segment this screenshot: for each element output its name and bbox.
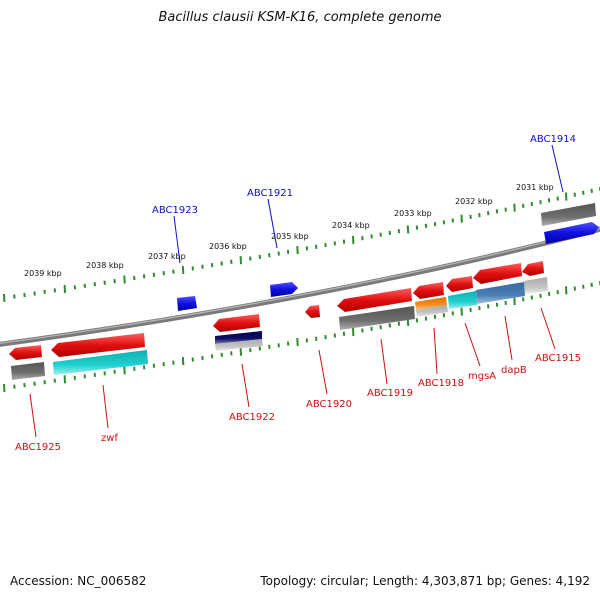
gene-dapb[interactable] [473, 263, 522, 284]
gene-zwf-cog [53, 350, 148, 375]
scale-label-2039: 2039 kbp [24, 269, 62, 278]
leader-abc1914 [551, 144, 564, 193]
scale-label-2032: 2032 kbp [455, 197, 493, 206]
label-dapb[interactable]: dapB [501, 365, 527, 376]
genome-backbone [0, 226, 600, 347]
label-abc1923[interactable]: ABC1923 [152, 205, 198, 216]
gene-abc1923[interactable] [177, 296, 197, 311]
gene-abc1919[interactable] [337, 288, 412, 312]
scale-label-2035: 2035 kbp [271, 232, 309, 241]
scale-label-2038: 2038 kbp [86, 261, 124, 270]
label-zwf[interactable]: zwf [101, 433, 118, 444]
scale-label-2033: 2033 kbp [394, 209, 432, 218]
label-abc1920[interactable]: ABC1920 [306, 399, 352, 410]
gene-abc1920[interactable] [305, 305, 320, 318]
leader-abc1923 [173, 215, 181, 264]
leader-dapb [504, 315, 513, 361]
topology-label: Topology: circular; Length: 4,303,871 bp… [260, 574, 590, 588]
leader-abc1918 [433, 327, 438, 375]
label-abc1914[interactable]: ABC1914 [530, 134, 576, 145]
map-title: Bacillus clausii KSM-K16, complete genom… [158, 10, 442, 25]
leader-abc1921 [267, 198, 278, 249]
scale-label-2036: 2036 kbp [209, 242, 247, 251]
label-abc1918[interactable]: ABC1918 [418, 378, 464, 389]
gene-mgsa-cog [448, 291, 477, 309]
gene-dapb-cog [476, 282, 525, 304]
gene-abc1918-cog [415, 297, 447, 310]
label-abc1922[interactable]: ABC1922 [229, 412, 275, 423]
gene-mgsa[interactable] [446, 276, 473, 292]
leader-abc1919 [380, 338, 388, 385]
leader-abc1922 [241, 363, 250, 408]
label-abc1921[interactable]: ABC1921 [247, 188, 293, 199]
gene-abc1915[interactable] [522, 261, 544, 276]
gene-abc1922-cog [215, 331, 262, 344]
gene-zwf[interactable] [51, 333, 145, 357]
gene-abc1918-cog-2 [416, 305, 448, 317]
scale-ticks-forward [3, 187, 600, 303]
leader-mgsa [464, 322, 481, 367]
label-abc1925[interactable]: ABC1925 [15, 442, 61, 453]
gene-abc1915-cog [524, 277, 548, 294]
leader-zwf [102, 384, 109, 429]
label-mgsa[interactable]: mgsA [468, 371, 496, 382]
gene-abc1921[interactable] [270, 282, 298, 297]
scale-label-2037: 2037 kbp [148, 252, 186, 261]
scale-label-2031: 2031 kbp [516, 183, 554, 192]
leader-abc1925 [29, 393, 37, 438]
scale-ticks-reverse [3, 281, 600, 393]
gene-abc1914-cog [541, 203, 596, 226]
gene-abc1919-cog [339, 306, 415, 330]
genome-backbone-highlight [0, 227, 600, 344]
accession-label: Accession: NC_006582 [10, 574, 147, 588]
gene-abc1925[interactable] [9, 345, 42, 360]
leader-abc1920 [318, 349, 328, 395]
scale-label-2034: 2034 kbp [332, 221, 370, 230]
gene-abc1922[interactable] [213, 314, 260, 332]
leader-abc1915 [540, 307, 556, 350]
gene-abc1925-cog [11, 362, 45, 380]
label-abc1919[interactable]: ABC1919 [367, 388, 413, 399]
gene-abc1918[interactable] [413, 282, 444, 299]
label-abc1915[interactable]: ABC1915 [535, 353, 581, 364]
gene-abc1922-cog-2 [215, 339, 263, 351]
gene-abc1914[interactable] [544, 222, 599, 244]
